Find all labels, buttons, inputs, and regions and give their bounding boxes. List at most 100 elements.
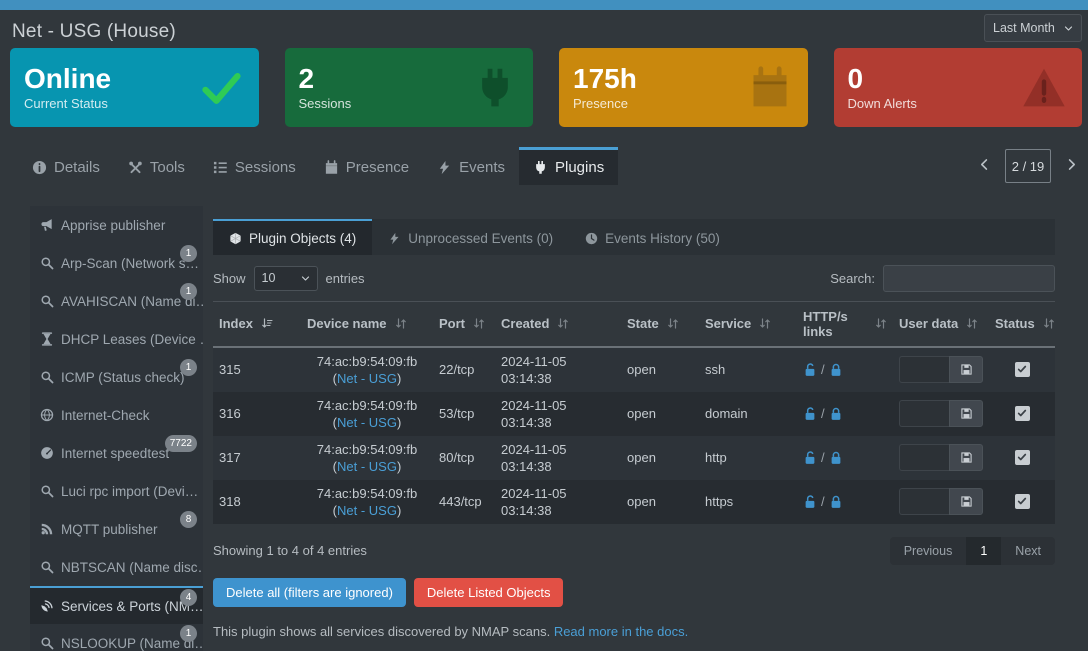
column-header-http-s-links[interactable]: HTTP/s links — [797, 301, 893, 348]
sidebar-item-luci-rpc-import-devi[interactable]: Luci rpc import (Devi… — [30, 472, 203, 510]
sidebar-item-dhcp-leases-device[interactable]: DHCP Leases (Device … — [30, 320, 203, 358]
tab-plugins[interactable]: Plugins — [519, 147, 619, 185]
sort-icon — [557, 317, 569, 330]
period-selector[interactable]: Last Month — [984, 14, 1082, 42]
sidebar-item-label: MQTT publisher — [61, 521, 158, 537]
pager-next-button[interactable] — [1061, 154, 1082, 178]
checkmark-icon — [1017, 364, 1027, 374]
count-badge: 8 — [180, 511, 197, 528]
sidebar-item-label: Arp-Scan (Network s… — [61, 255, 200, 271]
cell-device-name: 74:ac:b9:54:09:fb (Net - USG) — [301, 347, 433, 392]
plugin-tab-label: Unprocessed Events (0) — [408, 230, 554, 246]
column-header-port[interactable]: Port — [433, 301, 495, 348]
column-label: Index — [219, 316, 253, 332]
created-date: 2024-11-05 — [501, 353, 567, 369]
lock-closed-icon[interactable] — [829, 407, 843, 421]
delete-listed-button[interactable]: Delete Listed Objects — [413, 577, 564, 607]
lock-open-icon[interactable] — [803, 362, 817, 377]
device-link[interactable]: Net - USG — [337, 458, 397, 474]
sidebar-item-nbtscan-name-disc[interactable]: NBTSCAN (Name disc… — [30, 548, 203, 586]
sidebar-item-apprise-publisher[interactable]: Apprise publisher — [30, 206, 203, 244]
sidebar-item-arp-scan-network-s[interactable]: Arp-Scan (Network s… 1 — [30, 244, 203, 282]
device-link[interactable]: Net - USG — [337, 370, 397, 386]
period-selector-value: Last Month — [993, 21, 1055, 35]
count-badge: 7722 — [164, 435, 197, 452]
sidebar-item-internet-speedtest[interactable]: Internet speedtest 7722 — [30, 434, 203, 472]
pagination-previous[interactable]: Previous — [903, 543, 953, 558]
save-user-data-button[interactable] — [949, 488, 983, 515]
chevron-left-icon — [978, 158, 991, 171]
cell-user-data — [893, 392, 989, 436]
delete-all-button[interactable]: Delete all (filters are ignored) — [213, 577, 406, 607]
cell-device-name: 74:ac:b9:54:09:fb (Net - USG) — [301, 480, 433, 524]
column-header-created[interactable]: Created — [495, 301, 621, 348]
save-user-data-button[interactable] — [949, 400, 983, 427]
plugin-tab-plugin-objects-4[interactable]: Plugin Objects (4) — [213, 219, 373, 255]
cell-status — [989, 480, 1055, 524]
column-header-user-data[interactable]: User data — [893, 301, 989, 348]
count-badge: 1 — [180, 245, 197, 262]
device-mac: 74:ac:b9:54:09:fb — [316, 441, 418, 457]
sidebar-item-avahiscan-name-di[interactable]: AVAHISCAN (Name di… 1 — [30, 282, 203, 320]
sidebar-item-icmp-status-check[interactable]: ICMP (Status check) 1 — [30, 358, 203, 396]
sidebar-item-mqtt-publisher[interactable]: MQTT publisher 8 — [30, 510, 203, 548]
lock-closed-icon[interactable] — [829, 495, 843, 509]
sidebar-item-nslookup-name-di[interactable]: NSLOOKUP (Name di… 1 — [30, 624, 203, 651]
lock-closed-icon[interactable] — [829, 451, 843, 465]
status-checkbox[interactable] — [1014, 361, 1030, 377]
sidebar-item-internet-check[interactable]: Internet-Check — [30, 396, 203, 434]
warning-icon — [1022, 66, 1066, 110]
speedometer-icon — [40, 446, 54, 460]
tab-sessions[interactable]: Sessions — [199, 147, 310, 185]
cell-state: open — [627, 362, 656, 377]
docs-link[interactable]: Read more in the docs. — [553, 623, 689, 639]
pagination-next[interactable]: Next — [1015, 543, 1041, 558]
page-header: Net - USG (House) Last Month — [0, 10, 1088, 48]
status-checkbox[interactable] — [1014, 449, 1030, 465]
floppy-icon — [960, 407, 973, 420]
save-user-data-button[interactable] — [949, 444, 983, 471]
column-label: Service — [705, 316, 752, 332]
tab-details[interactable]: Details — [18, 147, 114, 185]
lock-open-icon[interactable] — [803, 494, 817, 509]
cell-created: 2024-11-05 03:14:38 — [495, 436, 621, 480]
save-user-data-button[interactable] — [949, 356, 983, 383]
lock-open-icon[interactable] — [803, 406, 817, 421]
pagination-page-1[interactable]: 1 — [966, 536, 1002, 565]
status-checkbox[interactable] — [1014, 493, 1030, 509]
plugin-pager: 2 / 19 — [974, 148, 1082, 184]
column-header-index[interactable]: Index — [213, 301, 301, 348]
column-header-service[interactable]: Service — [699, 301, 797, 348]
column-header-status[interactable]: Status — [989, 301, 1055, 348]
card-value: Online — [24, 63, 112, 94]
sidebar-item-services-ports-nm[interactable]: Services & Ports (NM… 4 — [30, 586, 203, 624]
column-header-device-name[interactable]: Device name — [301, 301, 433, 348]
tab-events[interactable]: Events — [423, 147, 519, 185]
paren: ) — [396, 502, 402, 518]
plugin-description: This plugin shows all services discovere… — [213, 624, 1055, 639]
plugin-tab-events-history-50[interactable]: Events History (50) — [569, 219, 736, 255]
plugin-tab-unprocessed-events-0[interactable]: Unprocessed Events (0) — [372, 219, 569, 255]
search-input[interactable] — [883, 264, 1055, 292]
device-link[interactable]: Net - USG — [337, 414, 397, 430]
tab-presence[interactable]: Presence — [310, 147, 423, 185]
chevron-right-icon — [1065, 158, 1078, 171]
lock-closed-icon[interactable] — [829, 363, 843, 377]
sort-icon — [667, 317, 679, 330]
checkmark-icon — [1017, 452, 1027, 462]
column-header-state[interactable]: State — [621, 301, 699, 348]
device-link[interactable]: Net - USG — [337, 502, 397, 518]
paren: ) — [396, 370, 402, 386]
user-data-input[interactable] — [899, 400, 949, 427]
user-data-input[interactable] — [899, 356, 949, 383]
card-value: 0 — [847, 63, 864, 94]
lock-open-icon[interactable] — [803, 450, 817, 465]
user-data-input[interactable] — [899, 444, 949, 471]
lightning-icon — [437, 160, 452, 175]
entries-select[interactable]: 10 — [253, 265, 318, 291]
tab-tools[interactable]: Tools — [114, 147, 199, 185]
pager-prev-button[interactable] — [974, 154, 995, 178]
status-checkbox[interactable] — [1014, 405, 1030, 421]
user-data-input[interactable] — [899, 488, 949, 515]
cube-icon — [229, 232, 242, 245]
